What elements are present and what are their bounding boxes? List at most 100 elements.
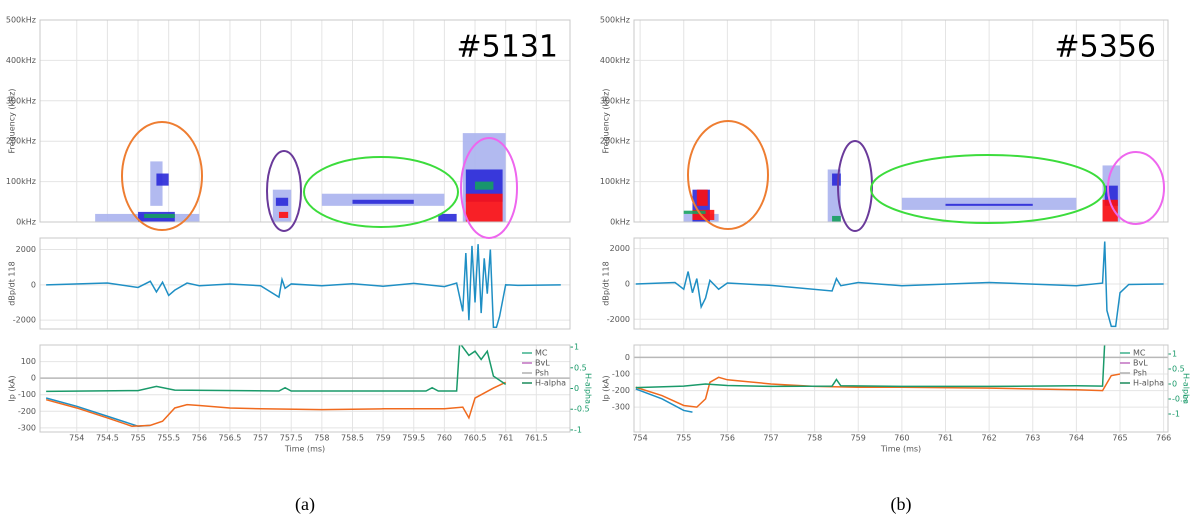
legend-label: BvL bbox=[535, 359, 550, 368]
x-tick-label: 755.5 bbox=[157, 434, 180, 443]
y2-tick-label: -1 bbox=[1172, 410, 1180, 419]
y-tick-label: 0 bbox=[31, 374, 36, 383]
ellipse bbox=[460, 137, 518, 239]
spectrogram-cell bbox=[945, 203, 1033, 206]
spectrogram-cell bbox=[438, 213, 457, 222]
y-tick-label: -100 bbox=[18, 390, 36, 399]
ellipse bbox=[837, 140, 873, 232]
y-tick-label: 500kHz bbox=[6, 16, 36, 25]
spectrogram-cell bbox=[156, 173, 169, 186]
y-axis-label: Ip (kA) bbox=[8, 375, 17, 401]
x-tick-label: 761 bbox=[938, 434, 953, 443]
plot-frame bbox=[633, 19, 1169, 223]
series-line bbox=[46, 345, 507, 393]
y2-tick-label: 0.5 bbox=[1172, 365, 1185, 374]
series-line bbox=[635, 388, 693, 413]
plot-frame bbox=[633, 237, 1169, 330]
x-tick-label: 754.5 bbox=[96, 434, 119, 443]
y-tick-label: 2000 bbox=[610, 244, 630, 253]
y-tick-label: 0kHz bbox=[16, 218, 36, 227]
x-tick-label: 754 bbox=[69, 434, 84, 443]
ellipse bbox=[1107, 151, 1165, 225]
x-tick-label: 756 bbox=[192, 434, 207, 443]
legend-label: MC bbox=[535, 349, 548, 358]
x-axis-label: Time (ms) bbox=[880, 445, 921, 454]
ellipse bbox=[687, 120, 769, 230]
x-tick-label: 758 bbox=[314, 434, 329, 443]
y-tick-label: 100kHz bbox=[6, 177, 36, 186]
y-tick-label: 2000 bbox=[16, 245, 36, 254]
x-tick-label: 761 bbox=[498, 434, 513, 443]
x-tick-label: 757 bbox=[253, 434, 268, 443]
y2-tick-label: 1 bbox=[574, 343, 579, 352]
subplot: 0kHz 100kHz 200kHz 300kHz 400kHz 500kHz Freque… bbox=[6, 16, 571, 227]
spectrogram-cell bbox=[275, 197, 289, 206]
y-axis-label: Ip (kA) bbox=[602, 375, 611, 401]
y-tick-label: 300kHz bbox=[6, 96, 36, 105]
spectrogram-cell bbox=[278, 211, 289, 218]
series-line bbox=[45, 381, 506, 427]
x-tick-label: 758.5 bbox=[341, 434, 364, 443]
x-tick-label: 765 bbox=[1112, 434, 1127, 443]
ellipse bbox=[870, 154, 1106, 224]
ellipse bbox=[266, 150, 302, 232]
y-tick-label: 400kHz bbox=[6, 56, 36, 65]
y-tick-label: 300kHz bbox=[600, 96, 630, 105]
annotation: #5356 bbox=[1055, 30, 1156, 65]
x-tick-label: 759.5 bbox=[402, 434, 425, 443]
x-tick-label: 760 bbox=[894, 434, 909, 443]
spectrogram-cell bbox=[901, 197, 1077, 210]
x-tick-label: 762 bbox=[981, 434, 996, 443]
legend-label: BvL bbox=[1133, 359, 1148, 368]
ellipse bbox=[121, 121, 203, 231]
spectrogram-cell bbox=[692, 209, 715, 220]
series-line bbox=[45, 397, 151, 427]
x-tick-label: 760 bbox=[437, 434, 452, 443]
plot-area bbox=[40, 345, 570, 427]
spectrogram-cell bbox=[144, 213, 175, 218]
x-tick-label: 757 bbox=[763, 434, 778, 443]
x-tick-label: 755 bbox=[676, 434, 691, 443]
plot-area bbox=[635, 241, 1164, 328]
y-tick-label: 500kHz bbox=[600, 16, 630, 25]
x-tick-label: 763 bbox=[1025, 434, 1040, 443]
y2-tick-label: -0.5 bbox=[574, 405, 590, 414]
y-tick-label: -300 bbox=[612, 403, 630, 412]
y-tick-label: -300 bbox=[18, 423, 36, 432]
y-tick-label: 0 bbox=[31, 280, 36, 289]
y2-axis-label: H-alpha bbox=[1182, 373, 1191, 404]
y-tick-label: -100 bbox=[612, 370, 630, 379]
y2-tick-label: -0.5 bbox=[1172, 395, 1188, 404]
y-axis-label: Frequency (kHz) bbox=[602, 89, 611, 154]
subplot: 0kHz 100kHz 200kHz 300kHz 400kHz 500kHz Freque… bbox=[600, 16, 1169, 227]
y2-tick-label: 0 bbox=[574, 384, 579, 393]
x-tick-label: 755 bbox=[130, 434, 145, 443]
x-tick-label: 766 bbox=[1156, 434, 1171, 443]
ellipse bbox=[303, 156, 459, 228]
y-tick-label: 0 bbox=[625, 353, 630, 362]
caption: (a) bbox=[295, 494, 315, 515]
y2-tick-label: -1 bbox=[574, 425, 582, 434]
y-axis-label: Frequency (kHz) bbox=[8, 89, 17, 154]
plot-frame bbox=[633, 344, 1169, 433]
series-line bbox=[46, 244, 561, 328]
series-line bbox=[635, 373, 1121, 408]
spectrogram-cell bbox=[683, 210, 706, 214]
x-tick-label: 757.5 bbox=[280, 434, 303, 443]
series-line bbox=[635, 241, 1164, 328]
plot-frame bbox=[39, 237, 571, 330]
y2-tick-label: 0.5 bbox=[574, 363, 587, 372]
x-tick-label: 759 bbox=[851, 434, 866, 443]
spectrogram-cell bbox=[832, 215, 841, 222]
legend-label: MC bbox=[1133, 349, 1146, 358]
legend-label: H-alpha bbox=[535, 379, 566, 388]
annotation: #5131 bbox=[457, 30, 558, 65]
spectrogram-cell bbox=[352, 199, 414, 204]
x-tick-label: 760.5 bbox=[464, 434, 487, 443]
y-tick-label: 100kHz bbox=[600, 177, 630, 186]
spectrogram-cell bbox=[696, 189, 708, 206]
plot-area bbox=[683, 165, 1121, 222]
y-tick-label: 200kHz bbox=[6, 137, 36, 146]
